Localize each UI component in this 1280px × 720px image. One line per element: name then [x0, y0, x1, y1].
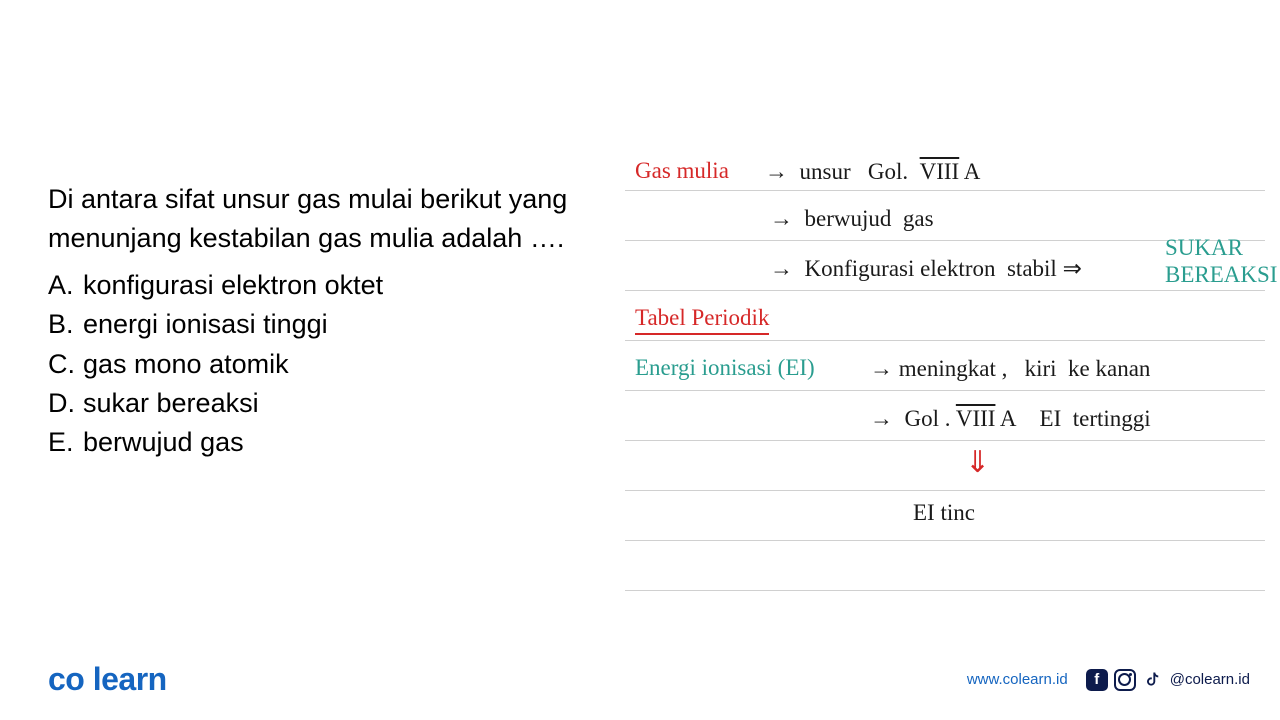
logo-dot	[84, 661, 92, 697]
hw-gas-mulia: Gas mulia	[635, 158, 729, 184]
hw-line1-black: → → unsur Gol. unsur Gol. VIII A	[765, 158, 980, 185]
hw-energi-ionisasi: Energi ionisasi (EI)	[635, 355, 815, 381]
logo: co learn	[48, 661, 167, 698]
ruled-line	[625, 340, 1265, 341]
question-panel: Di antara sifat unsur gas mulai berikut …	[48, 180, 588, 462]
option-text: sukar bereaksi	[83, 384, 259, 423]
option-text: berwujud gas	[83, 423, 244, 462]
social-icons: f @colearn.id	[1086, 669, 1250, 691]
option-text: gas mono atomik	[83, 345, 289, 384]
hw-line6: → Gol . VIII A EI tertinggi	[870, 405, 1151, 432]
option-letter: E.	[48, 423, 83, 462]
option-c: C. gas mono atomik	[48, 345, 588, 384]
ruled-line	[625, 190, 1265, 191]
logo-learn: learn	[93, 661, 167, 697]
option-a: A. konfigurasi elektron oktet	[48, 266, 588, 305]
instagram-icon	[1114, 669, 1136, 691]
hw-line2: → berwujud gas	[770, 205, 934, 232]
facebook-icon: f	[1086, 669, 1108, 691]
ruled-line	[625, 390, 1265, 391]
option-text: konfigurasi elektron oktet	[83, 266, 383, 305]
footer-right: www.colearn.id f @colearn.id	[967, 669, 1250, 691]
hw-bereaksi: BEREAKSI	[1165, 262, 1277, 288]
hw-tabel-periodik: Tabel Periodik	[635, 305, 769, 335]
tiktok-icon	[1142, 669, 1164, 691]
hw-line5-black: → meningkat , kiri ke kanan	[870, 355, 1150, 382]
option-letter: C.	[48, 345, 83, 384]
social-handle: @colearn.id	[1170, 671, 1250, 688]
question-text: Di antara sifat unsur gas mulai berikut …	[48, 180, 588, 258]
option-d: D. sukar bereaksi	[48, 384, 588, 423]
ruled-line	[625, 490, 1265, 491]
ruled-line	[625, 590, 1265, 591]
website-url: www.colearn.id	[967, 671, 1068, 688]
option-letter: B.	[48, 305, 83, 344]
option-text: energi ionisasi tinggi	[83, 305, 328, 344]
hw-line3-black: → Konfigurasi elektron stabil ⇒	[770, 255, 1082, 282]
option-letter: A.	[48, 266, 83, 305]
ruled-line	[625, 440, 1265, 441]
hw-sukar: SUKAR	[1165, 235, 1243, 261]
options-list: A. konfigurasi elektron oktet B. energi …	[48, 266, 588, 462]
option-e: E. berwujud gas	[48, 423, 588, 462]
logo-co: co	[48, 661, 84, 697]
hw-ei-tin: EI tinc	[913, 500, 975, 526]
option-letter: D.	[48, 384, 83, 423]
ruled-line	[625, 540, 1265, 541]
ruled-line	[625, 290, 1265, 291]
option-b: B. energi ionisasi tinggi	[48, 305, 588, 344]
down-arrow-icon: ⇓	[965, 445, 990, 480]
footer: co learn www.colearn.id f @colearn.id	[48, 661, 1250, 698]
